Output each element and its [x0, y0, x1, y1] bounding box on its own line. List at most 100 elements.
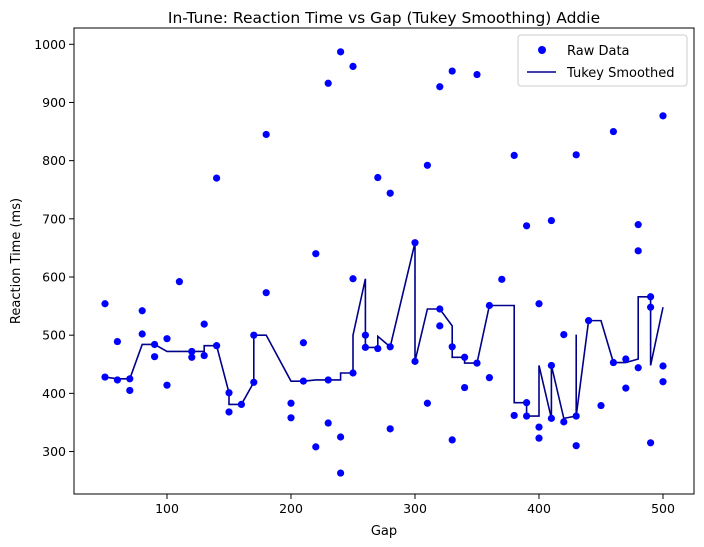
raw-data-point	[213, 342, 221, 350]
raw-data-point	[572, 412, 580, 420]
raw-data-point	[523, 412, 531, 420]
raw-data-point	[572, 442, 580, 450]
raw-data-point	[151, 340, 159, 349]
chart-title: In-Tune: Reaction Time vs Gap (Tukey Smo…	[168, 9, 600, 27]
raw-data-point	[436, 83, 444, 91]
raw-data-point	[510, 151, 518, 160]
raw-data-point	[485, 374, 493, 382]
raw-data-point	[473, 359, 481, 367]
x-tick-label: 300	[403, 501, 427, 516]
legend-label-smoothed: Tukey Smoothed	[566, 66, 675, 81]
raw-data-point	[622, 355, 630, 363]
raw-data-point	[250, 378, 258, 386]
y-tick-label: 800	[42, 153, 66, 168]
raw-data-point	[225, 389, 233, 397]
raw-data-point	[324, 376, 332, 384]
raw-data-point	[659, 112, 667, 120]
raw-data-point	[647, 303, 655, 311]
raw-data-point	[312, 250, 320, 258]
raw-data-point	[634, 247, 642, 255]
y-tick-label: 500	[42, 328, 66, 343]
raw-data-point	[262, 130, 270, 139]
raw-data-point	[634, 364, 642, 372]
raw-data-point	[337, 433, 345, 441]
raw-data-point	[175, 278, 183, 286]
raw-data-point	[547, 414, 556, 422]
plot-area	[74, 28, 694, 494]
raw-data-point	[411, 239, 419, 247]
raw-data-point	[126, 375, 134, 383]
raw-data-point	[138, 307, 146, 315]
legend-marker-raw	[538, 46, 546, 54]
raw-data-point	[299, 377, 307, 385]
legend-label-raw: Raw Data	[567, 44, 630, 59]
raw-data-point	[349, 369, 357, 377]
raw-data-point	[448, 343, 456, 351]
raw-data-point	[411, 357, 419, 365]
raw-data-point	[523, 222, 531, 230]
raw-data-point	[461, 353, 469, 361]
y-tick-label: 700	[42, 211, 66, 226]
raw-data-point	[262, 289, 270, 297]
raw-data-point	[510, 411, 518, 420]
raw-data-point	[138, 330, 146, 338]
raw-data-point	[436, 322, 444, 330]
raw-data-point	[299, 339, 307, 347]
raw-data-point	[287, 414, 295, 422]
raw-data-point	[547, 361, 556, 370]
legend-box	[517, 34, 688, 87]
raw-data-point	[126, 386, 134, 395]
raw-data-point	[374, 173, 382, 182]
x-tick-label: 200	[279, 501, 303, 516]
raw-data-point	[386, 343, 394, 351]
raw-data-point	[188, 353, 196, 361]
raw-data-point	[374, 344, 382, 353]
y-tick-label: 300	[42, 444, 66, 459]
x-axis-title: Gap	[371, 524, 397, 539]
raw-data-point	[200, 320, 208, 328]
raw-data-point	[535, 300, 543, 308]
raw-data-point	[113, 337, 121, 346]
raw-data-point	[485, 301, 493, 310]
raw-data-point	[560, 330, 568, 339]
raw-data-point	[101, 373, 109, 381]
raw-data-point	[622, 384, 630, 392]
raw-data-point	[634, 221, 642, 229]
raw-data-point	[448, 67, 456, 75]
raw-data-point	[647, 439, 655, 447]
raw-data-point	[349, 275, 357, 283]
raw-data-point	[609, 127, 618, 136]
raw-data-point	[250, 331, 258, 339]
raw-data-point	[647, 293, 655, 301]
raw-data-point	[163, 381, 171, 389]
raw-data-point	[312, 443, 320, 451]
raw-data-point	[547, 216, 556, 225]
raw-data-point	[101, 300, 109, 308]
raw-data-point	[324, 419, 332, 427]
raw-data-point	[324, 79, 332, 87]
y-tick-label: 400	[42, 386, 66, 401]
raw-data-point	[473, 70, 481, 79]
raw-data-point	[609, 358, 618, 367]
y-tick-label: 900	[42, 95, 66, 110]
raw-data-point	[163, 335, 171, 343]
legend: Raw Data Tukey Smoothed	[517, 34, 688, 87]
raw-data-point	[287, 399, 295, 407]
y-tick-label: 1000	[34, 37, 66, 52]
raw-data-point	[188, 347, 196, 356]
x-tick-label: 100	[155, 501, 179, 516]
smoothed-series	[104, 242, 664, 420]
raw-data-point	[535, 423, 543, 431]
raw-data-point	[337, 48, 345, 56]
raw-data-point	[113, 376, 121, 384]
raw-data-point	[448, 436, 456, 444]
y-tick-label: 600	[42, 269, 66, 284]
raw-data-point	[659, 362, 667, 370]
raw-data-point	[386, 425, 394, 433]
raw-data-point	[523, 399, 531, 407]
raw-data-point	[337, 469, 345, 477]
raw-data-point	[585, 317, 593, 325]
x-tick-label: 500	[651, 501, 675, 516]
